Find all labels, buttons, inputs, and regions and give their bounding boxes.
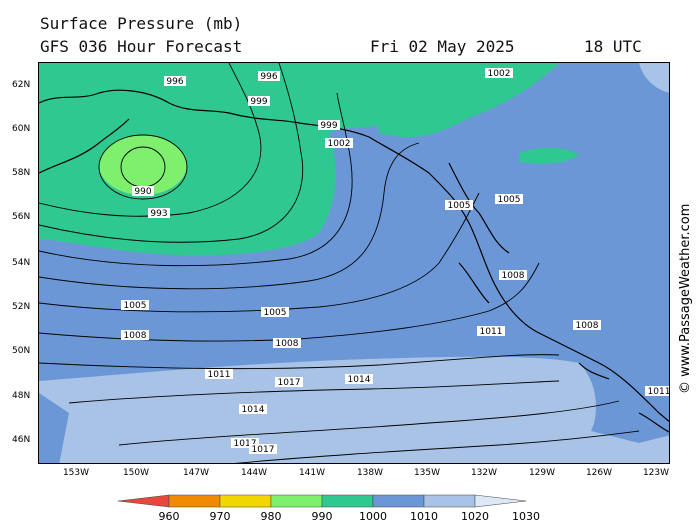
isobar-label-bg [205, 369, 233, 379]
isobar-label-bg [318, 120, 340, 130]
isobar-label-bg [121, 300, 149, 310]
isobar-label: 1002 [328, 139, 351, 149]
colorbar-segment [118, 494, 170, 508]
lat-label-54n: 54N [12, 258, 31, 268]
isobar-label-bg [231, 438, 259, 448]
isobar-label: 1011 [648, 387, 670, 397]
colorbar-segment [321, 494, 374, 508]
isobar-label: 1011 [208, 370, 231, 380]
colorbar-segment [372, 494, 425, 508]
lat-label-62n: 62N [12, 80, 31, 90]
isobar-label-bg [477, 326, 505, 336]
isobar-label: 990 [134, 187, 151, 197]
isobar-label: 1005 [264, 308, 287, 318]
isobar-label-bg [132, 186, 154, 196]
lon-label-141w: 141W [298, 468, 326, 478]
colorbar-segment [219, 494, 272, 508]
colorbar-tick-label: 1020 [461, 510, 489, 523]
lon-label-129w: 129W [528, 468, 556, 478]
lat-label-50n: 50N [12, 346, 31, 356]
isobar-label: 1017 [278, 378, 301, 388]
isobar-label: 1008 [124, 331, 147, 341]
lat-label-52n: 52N [12, 302, 31, 312]
isobar-label: 1014 [348, 375, 371, 385]
colorbar [118, 494, 527, 508]
isobar-label: 993 [150, 209, 167, 219]
lon-label-132w: 132W [470, 468, 498, 478]
isobar-label: 996 [260, 72, 277, 82]
isobar-label: 1008 [576, 321, 599, 331]
lat-label-60n: 60N [12, 124, 31, 134]
isobar-label-bg [445, 200, 473, 210]
isobar-label: 999 [320, 121, 337, 131]
colorbar-segment [168, 494, 221, 508]
isobar-label: 999 [250, 97, 267, 107]
isobar-label-bg [325, 138, 353, 148]
isobar-label-bg [485, 68, 513, 78]
isobar-label: 1005 [124, 301, 147, 311]
isobar-label-bg [121, 330, 149, 340]
isobar-label-bg [645, 386, 669, 396]
map-title: Surface Pressure (mb) [40, 14, 243, 33]
colorbar-tick-label: 960 [158, 510, 180, 523]
pressure-map-svg: 990 993 996 996 999 999 1002 1002 1005 1005 1008 10… [39, 63, 670, 463]
lon-label-153w: 153W [62, 468, 90, 478]
credit-text: © www.PassageWeather.com [678, 204, 693, 394]
lon-label-126w: 126W [585, 468, 613, 478]
forecast-label: GFS 036 Hour Forecast [40, 37, 243, 56]
isobar-label: 1005 [448, 201, 471, 211]
isobar-label-bg [261, 307, 289, 317]
colorbar-tick-label: 1000 [359, 510, 387, 523]
isobar-label-bg [573, 320, 601, 330]
colorbar-tick-label: 970 [209, 510, 231, 523]
isobar-label: 1014 [242, 405, 265, 415]
isobar-label: 1008 [502, 271, 525, 281]
lat-label-48n: 48N [12, 391, 31, 401]
isobar-label: 996 [166, 77, 183, 87]
isobar-label-bg [249, 444, 277, 454]
isobar-label-bg [164, 76, 186, 86]
lon-label-138w: 138W [356, 468, 384, 478]
isobar-label-bg [499, 270, 527, 280]
isobar-label-bg [148, 208, 170, 218]
lon-label-147w: 147W [182, 468, 210, 478]
pressure-map: 990 993 996 996 999 999 1002 1002 1005 1005 1008 10… [38, 62, 670, 464]
colorbar-tick-label: 1010 [410, 510, 438, 523]
isobar-label-bg [275, 377, 303, 387]
forecast-time: 18 UTC [584, 37, 642, 56]
isobar-label: 1008 [276, 339, 299, 349]
lon-label-135w: 135W [413, 468, 441, 478]
isobar-label-bg [239, 404, 267, 414]
isobar-label-bg [273, 338, 301, 348]
forecast-date: Fri 02 May 2025 [370, 37, 515, 56]
colorbar-tick-label: 1030 [512, 510, 540, 523]
colorbar-tick-label: 990 [311, 510, 333, 523]
isobar-label: 1011 [480, 327, 503, 337]
lon-label-150w: 150W [122, 468, 150, 478]
lat-label-46n: 46N [12, 435, 31, 445]
credit-text-svg: © www.PassageWeather.com [678, 204, 693, 394]
isobar-label-bg [495, 194, 523, 204]
isobar-label: 1002 [488, 69, 511, 79]
colorbar-segment [474, 494, 527, 508]
colorbar-tick-label: 980 [260, 510, 282, 523]
colorbar-segment [423, 494, 476, 508]
lat-label-56n: 56N [12, 212, 31, 222]
isobar-label: 1005 [498, 195, 521, 205]
lon-label-144w: 144W [240, 468, 268, 478]
isobar-label: 1017 [252, 445, 275, 455]
lon-label-123w: 123W [642, 468, 670, 478]
isobar-label-bg [345, 374, 373, 384]
isobar-label-bg [248, 96, 270, 106]
lat-label-58n: 58N [12, 168, 31, 178]
isobar-label-bg [258, 71, 280, 81]
isobar-label: 1017 [234, 439, 257, 449]
colorbar-segment [270, 494, 323, 508]
